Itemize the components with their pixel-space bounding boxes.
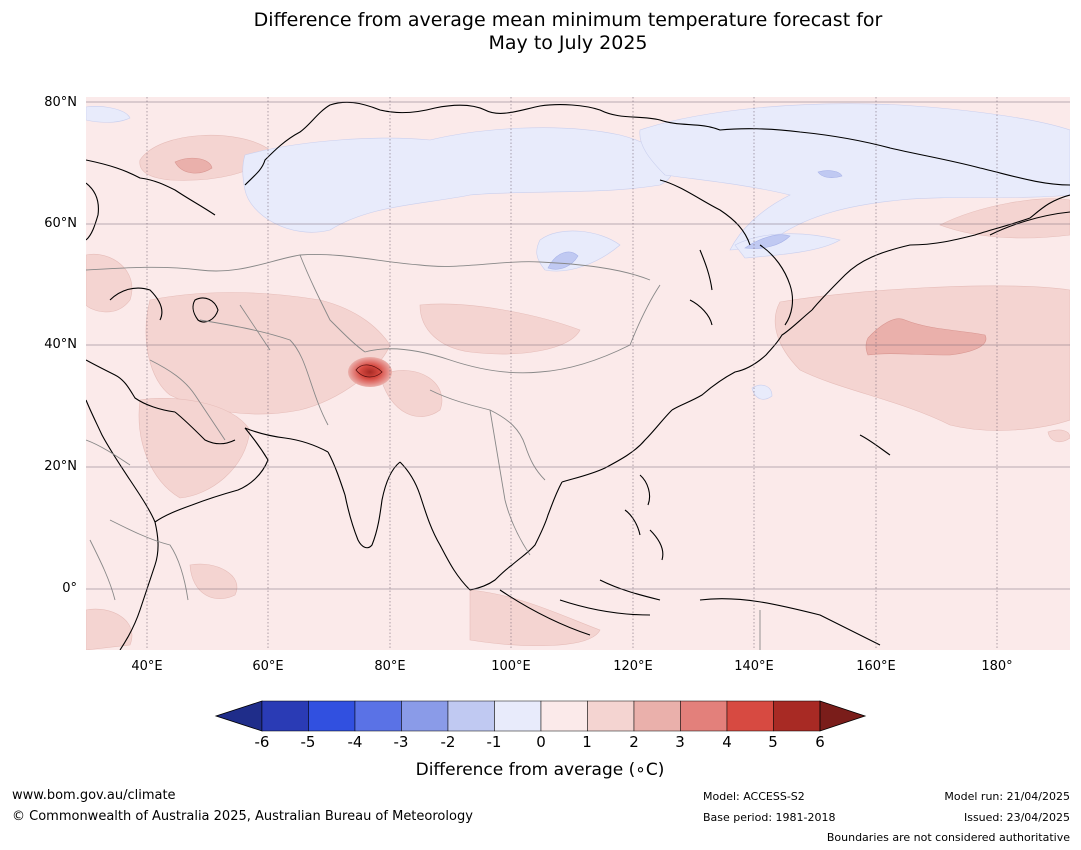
colorbar-bin	[773, 700, 821, 732]
title-line-2: May to July 2025	[488, 32, 648, 54]
colorbar-tick: -1	[486, 733, 502, 751]
lat-label-40n: 40°N	[44, 337, 77, 352]
lon-label-100e: 100°E	[491, 659, 531, 674]
lat-label-80n: 80°N	[44, 95, 77, 110]
colorbar-extend-low	[214, 700, 263, 732]
strong-warm-anomaly	[174, 157, 987, 356]
colorbar-tick: 0	[536, 733, 546, 751]
colorbar-extend-high	[819, 700, 867, 732]
lon-label-60e: 60°E	[252, 659, 284, 674]
colorbar-tick: 3	[675, 733, 685, 751]
colorbar-bin	[494, 700, 542, 732]
colorbar-bin	[540, 700, 588, 732]
base-period: Base period: 1981-2018	[703, 811, 836, 824]
colorbar-tick: 6	[815, 733, 825, 751]
hotspot-contour	[355, 364, 383, 378]
forecast-map	[86, 97, 1070, 650]
lon-label-80e: 80°E	[374, 659, 406, 674]
title-line-1: Difference from average mean minimum tem…	[253, 9, 883, 31]
lon-label-180: 180°	[981, 659, 1013, 674]
model-name: Model: ACCESS-S2	[703, 790, 805, 803]
colorbar-label: Difference from average (∘C)	[415, 760, 665, 780]
copyright-text: © Commonwealth of Australia 2025, Austra…	[12, 809, 473, 824]
hotspot	[348, 357, 392, 387]
colorbar-tick: 1	[582, 733, 592, 751]
colorbar-bin	[261, 700, 309, 732]
colorbar-tick: -4	[347, 733, 363, 751]
colorbar	[214, 700, 867, 732]
colorbar-tick: 4	[722, 733, 732, 751]
lon-label-140e: 140°E	[734, 659, 774, 674]
chart-title: Difference from average mean minimum tem…	[0, 9, 1081, 55]
colorbar-bin	[354, 700, 402, 732]
colorbar-bin	[633, 700, 681, 732]
lat-label-60n: 60°N	[44, 216, 77, 231]
lat-label-20n: 20°N	[44, 459, 77, 474]
colorbar-tick: -6	[254, 733, 270, 751]
graticule	[86, 97, 1070, 650]
colorbar-tick: -5	[300, 733, 316, 751]
colorbar-tick: 2	[629, 733, 639, 751]
colorbar-bin	[587, 700, 635, 732]
colorbar-bin	[680, 700, 728, 732]
colorbar-tick: -3	[393, 733, 409, 751]
colorbar-bin	[401, 700, 449, 732]
website-link[interactable]: www.bom.gov.au/climate	[12, 788, 176, 803]
boundaries-disclaimer: Boundaries are not considered authoritat…	[826, 831, 1070, 844]
model-run-date: Model run: 21/04/2025	[944, 790, 1070, 803]
country-boundaries	[86, 254, 761, 650]
cool-anomaly-regions	[86, 103, 1070, 400]
colorbar-tick: 5	[768, 733, 778, 751]
lon-label-160e: 160°E	[856, 659, 896, 674]
colorbar-bin	[447, 700, 495, 732]
issued-date: Issued: 23/04/2025	[963, 811, 1070, 824]
lon-label-120e: 120°E	[613, 659, 653, 674]
lon-label-40e: 40°E	[131, 659, 163, 674]
lat-label-0: 0°	[62, 581, 77, 596]
colorbar-tick: -2	[440, 733, 456, 751]
moderate-cool-anomaly	[547, 170, 843, 270]
colorbar-bin	[726, 700, 774, 732]
coastlines	[86, 101, 1070, 650]
colorbar-bin	[308, 700, 356, 732]
